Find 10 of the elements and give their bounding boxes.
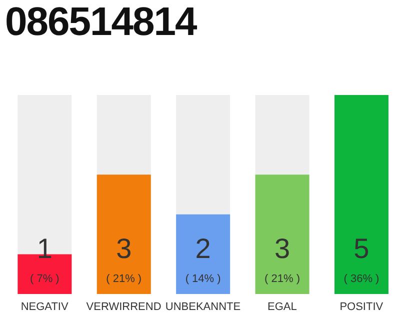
chart-title: 086514814 (5, 0, 196, 45)
x-tick-label: NEGATIV (20, 300, 69, 313)
data-label: 2 ( 14% ) (185, 233, 221, 285)
data-label: 3 ( 21% ) (264, 233, 300, 285)
x-tick-label: VERWIRREND (86, 300, 162, 313)
data-label: 5 ( 36% ) (344, 233, 380, 285)
x-tick-label: UNBEKANNTE (165, 300, 241, 313)
x-tick-label: EGAL (268, 300, 297, 313)
data-label: 3 ( 21% ) (106, 233, 142, 285)
x-tick-label: POSITIV (340, 300, 384, 313)
